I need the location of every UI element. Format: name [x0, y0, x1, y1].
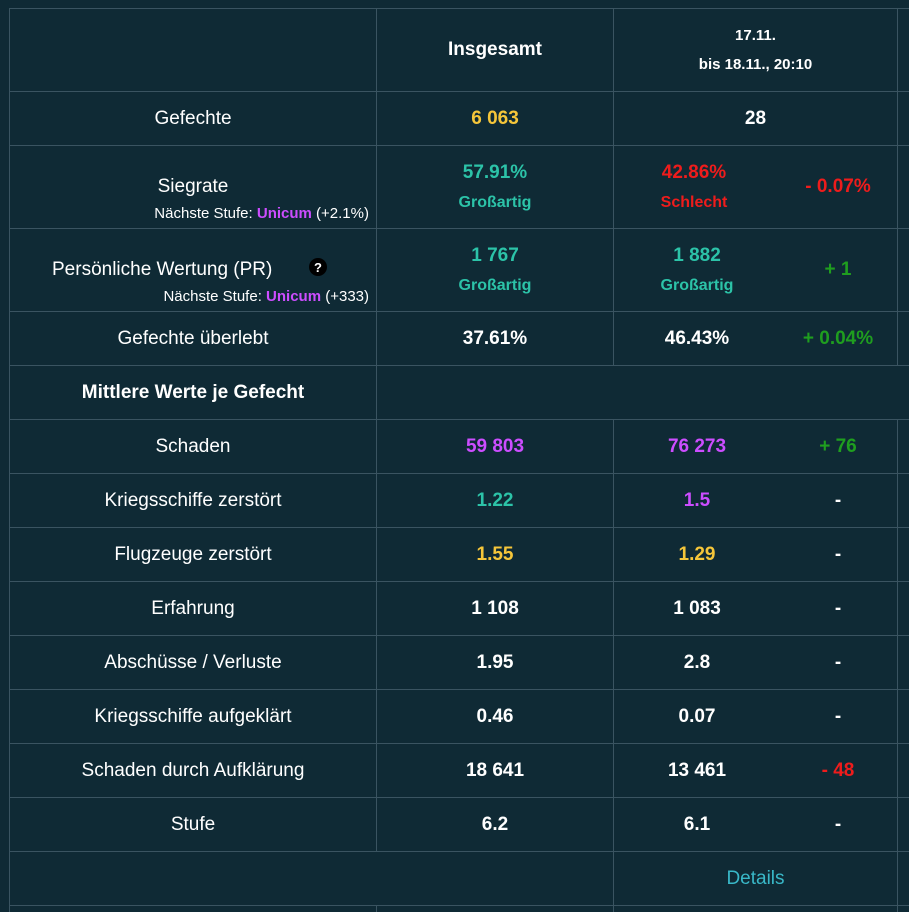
grid-line — [9, 311, 909, 312]
row-label-survived: Gefechte überlebt — [117, 327, 269, 349]
grid-line — [9, 851, 909, 852]
avg-period-ships-destroyed: 1.5 — [683, 489, 711, 511]
grid-line — [9, 635, 909, 636]
winrate-change: - 0.07% — [805, 176, 871, 197]
grid-line — [9, 689, 909, 690]
grid-line — [9, 797, 909, 798]
period-end-date: bis 18.11., 20:10 — [698, 55, 813, 73]
avg-total-experience: 1 108 — [471, 597, 519, 619]
avg-change-ships-spotted: - — [834, 705, 842, 727]
avg-period-planes-destroyed: 1.29 — [678, 543, 716, 565]
grid-line — [9, 145, 909, 146]
details-link[interactable]: Details — [726, 867, 785, 889]
avg-label-planes-destroyed: Flugzeuge zerstört — [114, 543, 272, 565]
winrate-period: 42.86% Schlecht — [614, 146, 774, 228]
avg-label-ships-destroyed: Kriegsschiffe zerstört — [104, 489, 282, 511]
pr-period-value: 1 882 — [673, 245, 721, 266]
avg-total-spotting-damage: 18 641 — [465, 759, 525, 781]
avg-total-ships-spotted: 0.46 — [476, 705, 514, 727]
next-level-delta: (+2.1%) — [316, 205, 369, 222]
row-label-battles: Gefechte — [154, 107, 232, 129]
next-level-prefix: Nächste Stufe: — [163, 288, 262, 305]
avg-total-planes-destroyed: 1.55 — [476, 543, 514, 565]
avg-total-kd-ratio: 1.95 — [476, 651, 514, 673]
grid-line — [9, 419, 909, 420]
row-label-pr: Persönliche Wertung (PR) — [52, 259, 273, 280]
avg-period-damage: 76 273 — [667, 435, 727, 457]
pr-change: + 1 — [824, 259, 852, 280]
next-level-name: Unicum — [256, 205, 312, 222]
grid-line — [9, 905, 909, 906]
avg-change-experience: - — [834, 597, 842, 619]
winrate-period-value: 42.86% — [661, 162, 727, 183]
grid-line — [9, 581, 909, 582]
winrate-next-level: Nächste Stufe: Unicum (+2.1%) — [154, 205, 369, 222]
pr-total-value: 1 767 — [471, 245, 519, 266]
avg-label-damage: Schaden — [155, 435, 231, 457]
avg-change-kd-ratio: - — [834, 651, 842, 673]
battles-total: 6 063 — [471, 107, 519, 129]
grid-line — [376, 905, 377, 912]
pr-total: 1 767 Großartig — [377, 229, 613, 311]
avg-label-ships-spotted: Kriegsschiffe aufgeklärt — [94, 705, 292, 727]
survived-period: 46.43% — [664, 327, 730, 349]
battles-period: 28 — [744, 107, 767, 129]
grid-line — [9, 228, 909, 229]
avg-total-ships-destroyed: 1.22 — [476, 489, 514, 511]
survived-total: 37.61% — [462, 327, 528, 349]
section-title-averages: Mittlere Werte je Gefecht — [81, 381, 305, 403]
grid-line — [9, 473, 909, 474]
grid-line — [9, 527, 909, 528]
survived-change: + 0.04% — [802, 327, 874, 349]
grid-line — [897, 8, 898, 365]
avg-period-experience: 1 083 — [673, 597, 721, 619]
avg-change-ships-destroyed: - — [834, 489, 842, 511]
grid-line — [9, 8, 909, 9]
column-header-total: Insgesamt — [448, 38, 542, 60]
winrate-total-value: 57.91% — [462, 162, 528, 183]
grid-line — [9, 8, 10, 912]
avg-total-damage: 59 803 — [465, 435, 525, 457]
grid-line — [897, 419, 898, 912]
winrate-total-rating: Großartig — [458, 194, 532, 211]
avg-label-tier: Stufe — [170, 813, 216, 835]
avg-label-kd-ratio: Abschüsse / Verluste — [104, 651, 282, 673]
row-label-winrate: Siegrate — [157, 176, 229, 197]
next-level-name: Unicum — [266, 288, 322, 305]
next-level-prefix: Nächste Stufe: — [154, 205, 253, 222]
avg-period-kd-ratio: 2.8 — [683, 651, 711, 673]
avg-change-damage: + 76 — [819, 435, 857, 457]
pr-period: 1 882 Großartig — [614, 229, 780, 311]
help-icon[interactable]: ? — [309, 258, 327, 276]
avg-change-spotting-damage: - 48 — [821, 759, 855, 781]
grid-line — [613, 419, 614, 912]
avg-change-planes-destroyed: - — [834, 543, 842, 565]
avg-label-experience: Erfahrung — [151, 597, 235, 619]
winrate-total: 57.91% Großartig — [377, 146, 613, 228]
winrate-period-rating: Schlecht — [660, 194, 728, 211]
pr-period-rating: Großartig — [660, 277, 734, 294]
avg-period-ships-spotted: 0.07 — [678, 705, 716, 727]
grid-line — [376, 8, 377, 851]
period-start-date: 17.11. — [735, 26, 776, 44]
grid-line — [9, 743, 909, 744]
pr-next-level: Nächste Stufe: Unicum (+333) — [163, 288, 369, 305]
column-header-period: 17.11. bis 18.11., 20:10 — [614, 8, 897, 91]
avg-period-tier: 6.1 — [683, 813, 711, 835]
avg-change-tier: - — [834, 813, 842, 835]
grid-line — [9, 91, 909, 92]
next-level-delta: (+333) — [325, 288, 369, 305]
pr-total-rating: Großartig — [458, 277, 532, 294]
grid-line — [613, 8, 614, 365]
avg-total-tier: 6.2 — [481, 813, 509, 835]
grid-line — [9, 365, 909, 366]
avg-label-spotting-damage: Schaden durch Aufklärung — [81, 759, 305, 781]
avg-period-spotting-damage: 13 461 — [667, 759, 727, 781]
